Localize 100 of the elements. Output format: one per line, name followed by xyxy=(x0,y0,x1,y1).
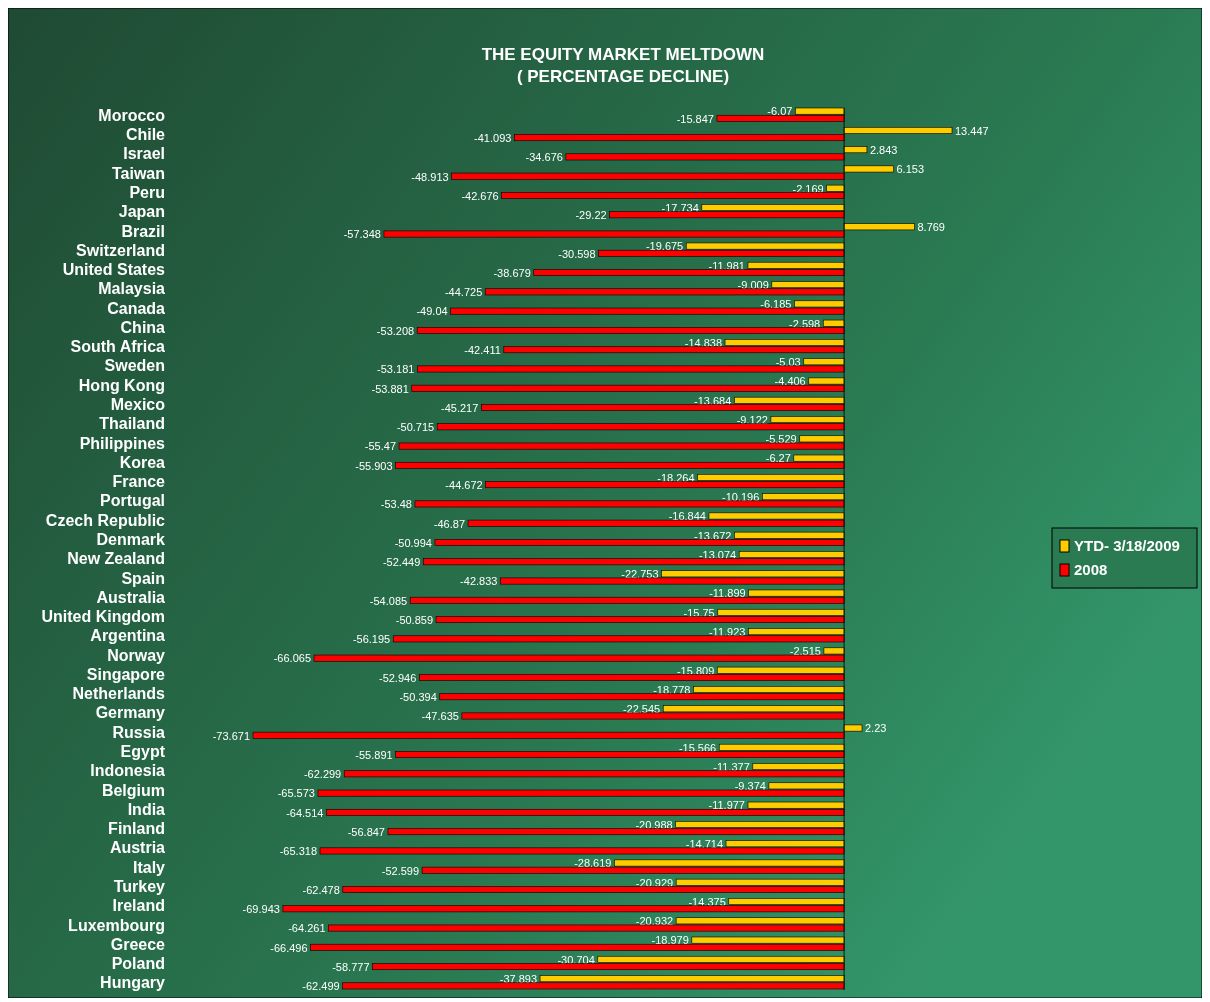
data-label: -55.891 xyxy=(355,748,393,761)
y-tick-label: Peru xyxy=(129,183,165,201)
data-label: -11.981 xyxy=(708,259,745,272)
data-label: -13.672 xyxy=(694,529,732,542)
data-label: -13.684 xyxy=(694,394,732,407)
data-label: -4.406 xyxy=(774,375,806,388)
data-label: -37.893 xyxy=(499,973,538,986)
data-label: -19.675 xyxy=(645,240,684,253)
y-tick-label: Sweden xyxy=(104,357,165,375)
y-tick-label: Czech Republic xyxy=(45,511,166,529)
data-label: -5.03 xyxy=(775,356,801,369)
y-tick-label: Indonesia xyxy=(90,762,166,780)
y-tick-label: Malaysia xyxy=(98,280,166,298)
data-label: -18.778 xyxy=(653,683,691,696)
y-tick-label: Philippines xyxy=(79,434,166,452)
y-tick-label: Portugal xyxy=(100,492,165,510)
y-tick-label: Israel xyxy=(123,145,165,163)
data-label: -18.979 xyxy=(651,934,689,947)
data-label: -50.715 xyxy=(396,421,435,434)
data-label: -55.47 xyxy=(364,440,397,453)
y-tick-label: Taiwan xyxy=(111,164,165,182)
data-label: -6.27 xyxy=(765,452,791,465)
y-tick-label: Turkey xyxy=(113,877,166,895)
y-tick-label: Italy xyxy=(132,858,166,876)
data-label: -15.809 xyxy=(676,664,715,677)
data-label: -15.847 xyxy=(676,112,714,125)
data-label: -64.261 xyxy=(288,922,326,935)
data-label: -44.672 xyxy=(445,478,483,491)
data-label: 6.153 xyxy=(896,163,925,176)
data-label: -2.598 xyxy=(789,317,821,330)
data-label: -62.478 xyxy=(302,883,340,896)
data-label: -56.847 xyxy=(347,826,385,839)
data-label: -66.065 xyxy=(273,652,312,665)
data-label: -14.714 xyxy=(685,838,724,851)
data-label: -11.377 xyxy=(713,760,750,773)
y-tick-label: Luxembourg xyxy=(68,916,165,934)
data-label: -15.75 xyxy=(683,606,715,619)
y-tick-label: Canada xyxy=(107,299,166,317)
data-label: -14.375 xyxy=(688,895,726,908)
y-tick-label: Finland xyxy=(108,820,165,838)
chart-title: THE EQUITY MARKET MELTDOWN xyxy=(481,45,765,64)
data-label: -73.671 xyxy=(212,729,250,742)
y-tick-label: Germany xyxy=(95,704,166,722)
y-tick-label: Thailand xyxy=(99,415,165,433)
data-label: -50.994 xyxy=(394,536,432,549)
data-label: -50.859 xyxy=(395,613,434,626)
y-tick-label: Australia xyxy=(96,588,166,606)
y-tick-label: China xyxy=(120,318,166,336)
data-label: -55.903 xyxy=(355,459,393,472)
data-label: -11.977 xyxy=(708,799,746,812)
data-label: -18.264 xyxy=(657,471,695,484)
y-tick-label: Ireland xyxy=(112,897,165,915)
y-tick-label: Greece xyxy=(110,935,166,953)
data-label: -15.566 xyxy=(678,741,717,754)
y-tick-label: Switzerland xyxy=(76,241,165,259)
data-label: -22.753 xyxy=(621,568,659,581)
data-label: -53.48 xyxy=(380,498,412,511)
data-label: -11.899 xyxy=(709,587,746,600)
data-label: -42.411 xyxy=(464,344,501,357)
data-label: -6.185 xyxy=(760,298,792,311)
data-label: -47.635 xyxy=(421,710,459,723)
data-label: -53.181 xyxy=(377,363,415,376)
data-label: 13.447 xyxy=(955,124,989,137)
legend-label: YTD- 3/18/2009 xyxy=(1074,537,1180,555)
data-label: -66.496 xyxy=(270,941,308,954)
y-tick-label: United Kingdom xyxy=(41,608,165,626)
y-tick-label: Poland xyxy=(111,955,165,973)
data-label: -2.515 xyxy=(789,645,821,658)
data-label: -57.348 xyxy=(343,228,381,241)
data-label: -54.085 xyxy=(369,594,408,607)
data-label: -22.545 xyxy=(622,703,661,716)
data-label: -42.676 xyxy=(461,189,499,202)
legend-label: 2008 xyxy=(1074,561,1108,579)
data-label: -11.923 xyxy=(708,625,746,638)
data-label: -65.318 xyxy=(279,845,318,858)
data-label: -53.881 xyxy=(371,382,409,395)
data-label: 8.769 xyxy=(917,221,945,234)
data-label: -62.299 xyxy=(303,768,342,781)
data-label: -29.22 xyxy=(575,209,607,222)
y-tick-label: Russia xyxy=(112,723,166,741)
chart-subtitle: ( PERCENTAGE DECLINE) xyxy=(516,67,730,86)
y-tick-label: Hungary xyxy=(100,974,166,992)
data-label: -30.598 xyxy=(558,247,596,260)
y-tick-label: India xyxy=(127,800,166,818)
y-tick-label: Denmark xyxy=(96,530,166,548)
data-label: -10.196 xyxy=(721,491,760,504)
y-tick-label: Netherlands xyxy=(72,685,166,703)
y-tick-label: Mexico xyxy=(110,396,166,414)
data-label: -2.169 xyxy=(792,182,824,195)
y-tick-label: Chile xyxy=(125,126,166,144)
data-label: -46.87 xyxy=(433,517,466,530)
data-label: -64.514 xyxy=(286,806,324,819)
data-label: -42.833 xyxy=(460,575,498,588)
data-label: -13.074 xyxy=(698,548,737,561)
y-tick-label: South Africa xyxy=(70,338,166,356)
data-label: -58.777 xyxy=(332,960,370,973)
data-label: -44.725 xyxy=(444,286,483,299)
data-label: 2.843 xyxy=(869,144,898,157)
data-label: -41.093 xyxy=(474,131,512,144)
y-tick-label: New Zealand xyxy=(67,550,165,568)
